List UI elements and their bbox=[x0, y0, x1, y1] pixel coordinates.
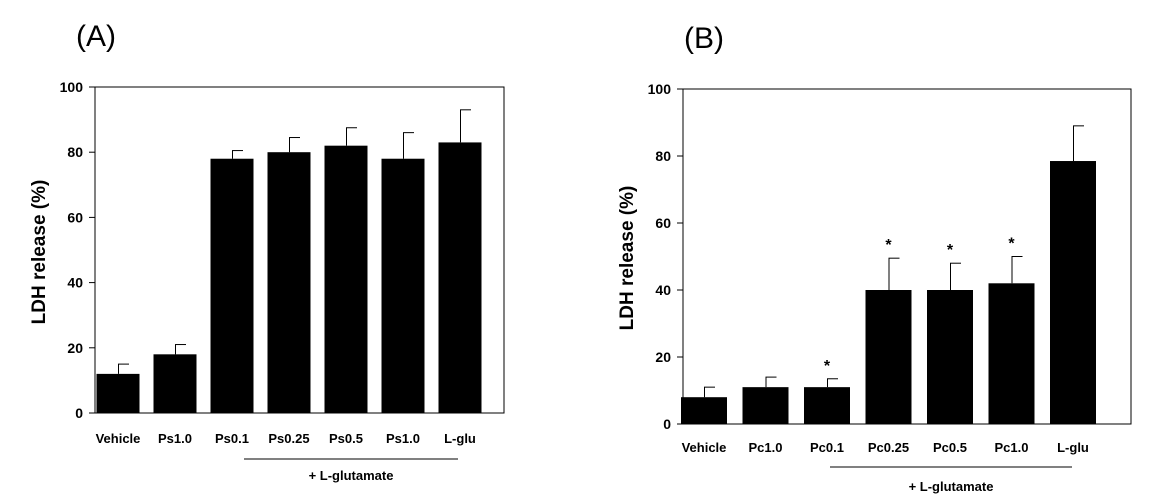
panel-a-bar-5 bbox=[381, 158, 425, 413]
panel-b-bar-2 bbox=[804, 387, 850, 424]
panel-a-y-tick-label: 20 bbox=[67, 340, 83, 356]
panel-a-group-label: + L-glutamate bbox=[309, 468, 394, 483]
panel-a-category-label-1: Ps1.0 bbox=[158, 431, 192, 446]
panel-b-significance-marker-5: * bbox=[1008, 236, 1015, 253]
panel-a-y-tick-label: 100 bbox=[60, 79, 84, 95]
panel-b-category-label-0: Vehicle bbox=[682, 440, 727, 455]
panel-b-bar-6 bbox=[1050, 161, 1096, 424]
panel-b-bar-1 bbox=[742, 387, 789, 424]
panel-a: (A) LDH release (%) 0 20 40 60 80 100 Vehicle P… bbox=[29, 20, 505, 483]
panel-b-significance-marker-3: * bbox=[885, 237, 892, 254]
panel-a-label: (A) bbox=[76, 20, 116, 53]
panel-b-y-tick-label: 20 bbox=[655, 349, 671, 365]
panel-a-bar-2 bbox=[210, 158, 254, 413]
panel-a-category-label-2: Ps0.1 bbox=[215, 431, 249, 446]
panel-b-category-label-5: Pc1.0 bbox=[995, 440, 1029, 455]
panel-a-category-label-5: Ps1.0 bbox=[386, 431, 420, 446]
panel-b-y-tick-label: 40 bbox=[655, 282, 671, 298]
panel-b-bar-5 bbox=[988, 283, 1035, 424]
panel-b-y-tick-label: 60 bbox=[655, 215, 671, 231]
panel-a-y-tick-label: 0 bbox=[75, 405, 83, 421]
panel-a-bar-3 bbox=[267, 152, 311, 413]
panel-a-bar-1 bbox=[153, 354, 197, 413]
panel-b-group-label: + L-glutamate bbox=[909, 479, 994, 494]
panel-a-plot-area: 0 20 40 60 80 100 Vehicle Ps1.0 Ps0.1 Ps0.25 Ps0.5… bbox=[60, 79, 505, 483]
panel-b-category-label-1: Pc1.0 bbox=[749, 440, 783, 455]
panel-b-bar-3 bbox=[865, 290, 912, 424]
panel-b-significance-marker-2: * bbox=[824, 358, 831, 375]
panel-b-y-tick-label: 0 bbox=[663, 416, 671, 432]
panel-b-plot-area: 0 20 40 60 80 100 Vehicle Pc1.0 Pc0.1 * Pc0.25 * Pc0… bbox=[648, 81, 1132, 494]
panel-a-y-axis-title: LDH release (%) bbox=[29, 180, 50, 325]
panel-a-y-tick-label: 80 bbox=[67, 144, 83, 160]
panel-a-bar-4 bbox=[324, 145, 368, 413]
panel-b-label: (B) bbox=[684, 22, 724, 55]
panel-a-bar-6 bbox=[438, 142, 482, 414]
panel-a-category-label-6: L-glu bbox=[444, 431, 476, 446]
panel-a-y-tick-label: 40 bbox=[67, 275, 83, 291]
panel-b-y-tick-label: 100 bbox=[648, 81, 672, 97]
panel-b-category-label-6: L-glu bbox=[1057, 440, 1089, 455]
panel-a-bar-0 bbox=[96, 373, 140, 413]
panel-b-category-label-3: Pc0.25 bbox=[868, 440, 909, 455]
panel-b-y-axis-title: LDH release (%) bbox=[617, 186, 638, 331]
panel-b-significance-marker-4: * bbox=[947, 242, 954, 259]
panel-a-y-tick-label: 60 bbox=[67, 209, 83, 225]
panel-b-bar-4 bbox=[927, 290, 973, 424]
panel-b: (B) LDH release (%) 0 20 40 60 80 100 Vehicle P… bbox=[617, 22, 1132, 494]
panel-a-category-label-0: Vehicle bbox=[96, 431, 141, 446]
panel-b-y-tick-label: 80 bbox=[655, 148, 671, 164]
panel-a-category-label-4: Ps0.5 bbox=[329, 431, 363, 446]
panel-b-category-label-4: Pc0.5 bbox=[933, 440, 967, 455]
panel-b-bar-0 bbox=[681, 397, 727, 424]
panel-b-category-label-2: Pc0.1 bbox=[810, 440, 844, 455]
panel-a-category-label-3: Ps0.25 bbox=[268, 431, 309, 446]
